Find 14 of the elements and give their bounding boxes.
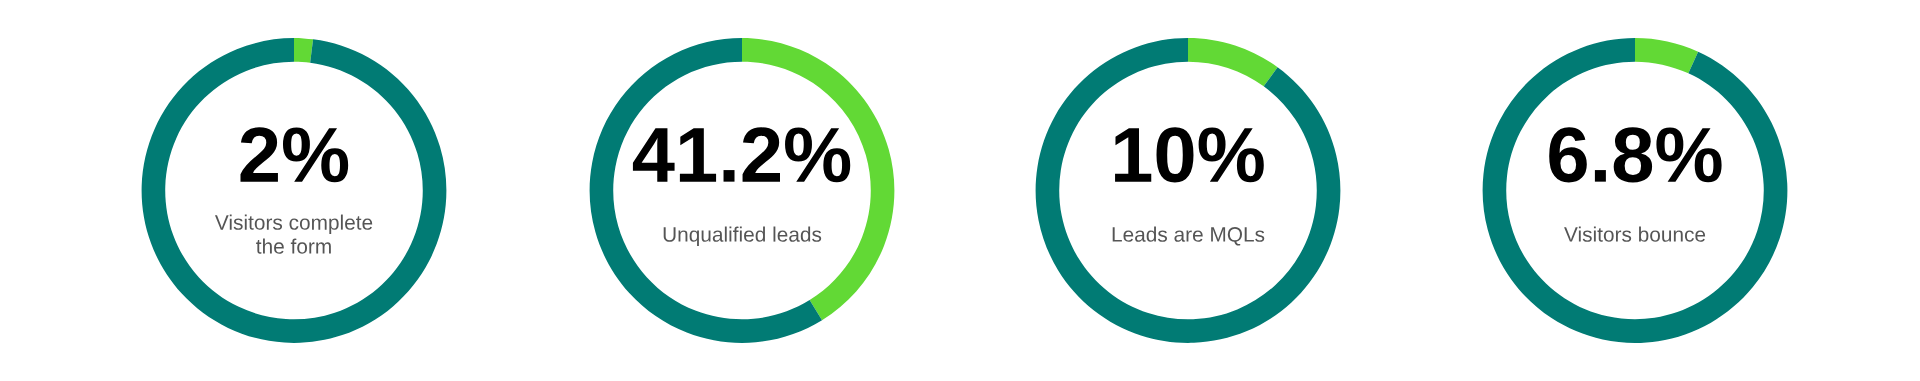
data-label: 6.8%	[1549, 127, 1722, 183]
donut-slice	[1635, 38, 1699, 74]
donut-slice	[1035, 38, 1341, 343]
donut-slice	[294, 38, 314, 63]
text: Visitors complete the form	[214, 214, 373, 254]
data-label: 41.2%	[632, 127, 851, 183]
text: Leads are MQLs	[1112, 226, 1265, 246]
donut-slice	[1188, 38, 1278, 87]
data-label: 10%	[1115, 127, 1264, 183]
donut-slice	[1482, 38, 1788, 343]
text: Visitors bounce	[1564, 226, 1706, 242]
donut-slice	[141, 38, 447, 343]
text: Unqualified leads	[663, 226, 822, 246]
data-label: 2%	[240, 127, 349, 183]
